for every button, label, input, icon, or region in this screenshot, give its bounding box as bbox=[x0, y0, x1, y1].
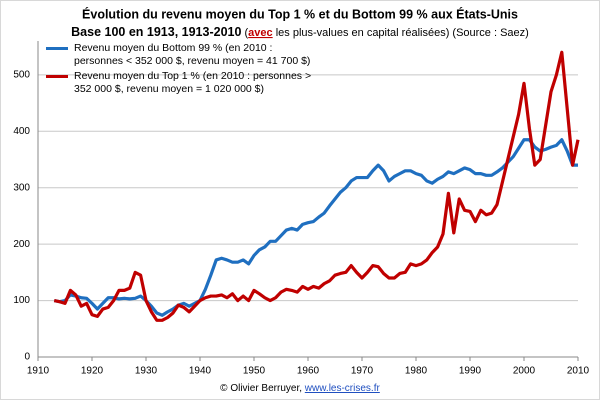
x-tick-label: 1930 bbox=[135, 366, 158, 377]
x-tick-label: 2000 bbox=[513, 366, 536, 377]
x-tick-label: 1920 bbox=[81, 366, 104, 377]
x-tick-label: 2010 bbox=[567, 366, 590, 377]
y-tick-label: 400 bbox=[13, 126, 30, 137]
subtitle-part: ( bbox=[241, 27, 248, 39]
subtitle-part: Base 100 en 1913, 1913-2010 bbox=[71, 25, 241, 39]
series-line bbox=[53, 138, 578, 317]
credit-link[interactable]: www.les-crises.fr bbox=[304, 383, 381, 394]
chart-title: Évolution du revenu moyen du Top 1 % et … bbox=[82, 6, 518, 21]
legend-swatch bbox=[46, 47, 68, 50]
credit-text: © Olivier Berruyer, bbox=[220, 383, 302, 394]
y-tick-label: 500 bbox=[13, 69, 30, 80]
x-tick-label: 1940 bbox=[189, 366, 212, 377]
legend-label: Revenu moyen du Top 1 % (en 2010 : perso… bbox=[74, 70, 312, 95]
legend-swatch bbox=[46, 75, 68, 78]
subtitle-link[interactable]: avec bbox=[248, 27, 272, 39]
series-line bbox=[53, 50, 580, 322]
y-tick-label: 200 bbox=[13, 239, 30, 250]
subtitle-part: les plus-values en capital réalisées) (S… bbox=[273, 27, 529, 39]
legend-item: Revenu moyen du Top 1 % (en 2010 : perso… bbox=[46, 70, 319, 96]
x-tick-label: 1970 bbox=[351, 366, 374, 377]
chart-subtitle: Base 100 en 1913, 1913-2010 (avec les pl… bbox=[71, 25, 529, 39]
legend-label: Revenu moyen du Bottom 99 % (en 2010 : p… bbox=[74, 42, 311, 67]
y-tick-label: 300 bbox=[13, 182, 30, 193]
x-tick-label: 1950 bbox=[243, 366, 266, 377]
y-tick-label: 100 bbox=[13, 295, 30, 306]
x-tick-label: 1960 bbox=[297, 366, 320, 377]
y-tick-label: 0 bbox=[24, 352, 30, 363]
legend-item: Revenu moyen du Bottom 99 % (en 2010 : p… bbox=[46, 42, 319, 68]
credit: © Olivier Berruyer, www.les-crises.fr bbox=[220, 383, 380, 394]
x-tick-label: 1910 bbox=[27, 366, 50, 377]
legend: Revenu moyen du Bottom 99 % (en 2010 : p… bbox=[46, 42, 319, 98]
x-tick-label: 1990 bbox=[459, 366, 482, 377]
x-tick-label: 1980 bbox=[405, 366, 428, 377]
